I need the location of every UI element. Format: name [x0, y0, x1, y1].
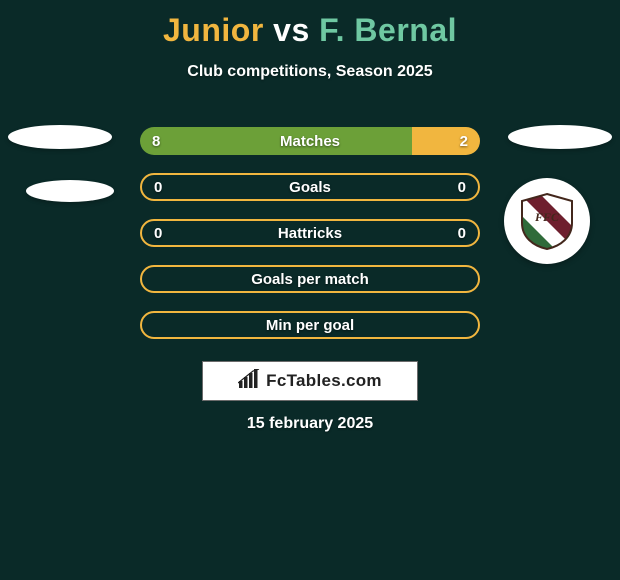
stat-label: Min per goal	[142, 317, 478, 334]
left-ellipse-2	[26, 180, 114, 202]
stat-row-goals: 00Goals	[140, 173, 480, 201]
stat-row-min-per-goal: Min per goal	[140, 311, 480, 339]
stat-row-hattricks: 00Hattricks	[140, 219, 480, 247]
player1-name: Junior	[163, 12, 264, 48]
stat-label: Hattricks	[142, 225, 478, 242]
vs-separator: vs	[264, 12, 319, 48]
bar-chart-icon	[238, 369, 260, 394]
brand-text: FcTables.com	[266, 371, 382, 391]
svg-text:FFC: FFC	[534, 210, 560, 224]
brand-box: FcTables.com	[202, 361, 418, 401]
stat-label: Matches	[140, 133, 480, 150]
page-title: Junior vs F. Bernal	[0, 0, 620, 49]
shield-icon: FFC	[517, 191, 577, 251]
date-text: 15 february 2025	[0, 415, 620, 433]
left-ellipse-1	[8, 125, 112, 149]
right-ellipse	[508, 125, 612, 149]
stat-row-matches: 82Matches	[140, 127, 480, 155]
club-badge: FFC	[504, 178, 590, 264]
stat-row-goals-per-match: Goals per match	[140, 265, 480, 293]
stat-label: Goals per match	[142, 271, 478, 288]
stat-label: Goals	[142, 179, 478, 196]
subtitle: Club competitions, Season 2025	[0, 63, 620, 81]
player2-name: F. Bernal	[319, 12, 457, 48]
infographic-container: Junior vs F. Bernal Club competitions, S…	[0, 0, 620, 580]
